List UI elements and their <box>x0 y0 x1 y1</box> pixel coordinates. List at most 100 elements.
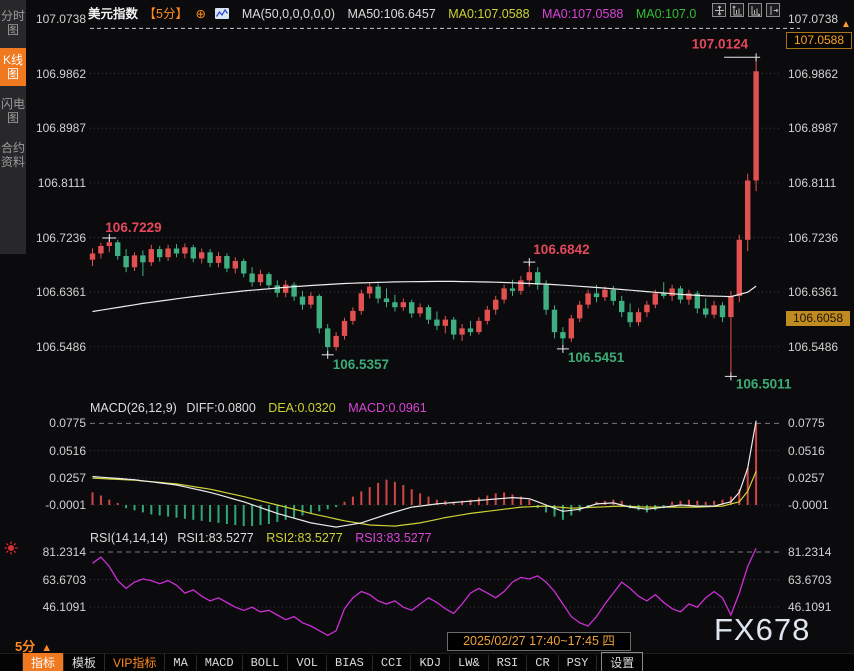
main-axis-tick-right: 106.8111 <box>788 175 837 190</box>
rsi-header: RSI(14,14,14) RSI1:83.5277 RSI2:83.5277 … <box>90 531 441 545</box>
tab-kdj[interactable]: KDJ <box>411 654 451 671</box>
tab-boll[interactable]: BOLL <box>243 654 289 671</box>
main-axis-tick-left: 106.8987 <box>35 121 86 136</box>
price-annotation: 106.5451 <box>556 344 625 365</box>
macd-axis-tick-left: 0.0257 <box>49 470 86 485</box>
reference-price-tag: 106.6058 <box>786 311 850 326</box>
macd-value: MACD:0.0961 <box>348 401 427 415</box>
pan-icon[interactable] <box>712 3 726 17</box>
price-up-arrow-icon: ▲ <box>841 19 851 30</box>
main-axis-tick-left: 106.8111 <box>37 175 86 190</box>
price-annotation: 106.5011 <box>724 372 792 391</box>
circle-plus-icon[interactable]: ⊕ <box>195 7 206 21</box>
panel-settings-icon[interactable] <box>4 541 18 560</box>
rsi-axis-tick-left: 63.6703 <box>42 572 86 587</box>
rsi2-value: RSI2:83.5277 <box>266 531 343 545</box>
tab-vip-indicator[interactable]: VIP指标 <box>105 653 166 671</box>
macd-histogram <box>91 422 758 527</box>
macd-axis-tick-left: -0.0001 <box>45 498 86 513</box>
period-up-arrow-icon: ▲ <box>41 642 53 654</box>
rsi-axis-tick-left: 81.2314 <box>42 545 86 559</box>
macd-axis-tick-right: -0.0001 <box>788 498 829 513</box>
price-annotation: 106.5357 <box>321 350 389 372</box>
tab-cr[interactable]: CR <box>527 654 559 671</box>
macd-axis-tick-right: 0.0775 <box>788 416 825 431</box>
main-axis-tick-left: 106.5486 <box>35 339 86 354</box>
current-price-tag: 107.0588 <box>786 32 852 49</box>
annotation-high-label: 107.0124 <box>692 36 749 51</box>
ma50-value: MA50:106.6457 <box>347 7 436 21</box>
rsi-axis-tick-right: 63.6703 <box>788 572 832 587</box>
ma0-magenta-value: MA0:107.0588 <box>542 7 624 21</box>
indicator-tabbar: 指标 模板 VIP指标 MA MACD BOLL VOL BIAS CCI KD… <box>0 652 854 671</box>
tab-psy[interactable]: PSY <box>559 654 598 671</box>
fx678-watermark: FX678 <box>714 612 811 647</box>
macd-header: MACD(26,12,9) DIFF:0.0800 DEA:0.0320 MAC… <box>90 401 436 415</box>
chart-header: 美元指数 【5分】 ⊕ MA(50,0,0,0,0,0) MA50:106.64… <box>88 3 705 22</box>
sidebar-item-kline-chart[interactable]: K线图 <box>0 48 26 86</box>
main-axis-tick-left: 107.0738 <box>35 12 86 26</box>
macd-diff-line <box>92 420 757 528</box>
sidebar-item-time-chart[interactable]: 分时图 <box>0 9 25 37</box>
macd-axis-tick-left: 0.0516 <box>49 443 86 458</box>
main-axis-tick-left: 106.7236 <box>35 230 86 245</box>
candlestick-series <box>89 57 759 377</box>
macd-axis-tick-right: 0.0257 <box>788 470 825 485</box>
annotation-low-label: 106.5011 <box>736 376 792 391</box>
ma0-yellow-value: MA0:107.0588 <box>448 7 530 21</box>
macd-dea-value: DEA:0.0320 <box>268 401 336 415</box>
price-annotation: 106.6842 <box>523 242 590 267</box>
rsi-axis-tick-right: 46.1091 <box>788 600 832 614</box>
annotation-low-label: 106.5357 <box>333 357 389 372</box>
footer-period[interactable]: 5分 ▲ <box>15 639 53 654</box>
price-annotation: 106.7229 <box>102 220 162 242</box>
main-axis-tick-right: 106.7236 <box>788 230 839 245</box>
scale-x-icon[interactable] <box>748 3 762 17</box>
tab-rsi[interactable]: RSI <box>489 654 528 671</box>
tab-cci[interactable]: CCI <box>373 654 412 671</box>
rsi3-value: RSI3:83.5277 <box>355 531 432 545</box>
main-axis-tick-right: 106.9862 <box>788 66 839 81</box>
tab-lw[interactable]: LW& <box>450 654 489 671</box>
main-axis-tick-right: 106.5486 <box>788 339 839 354</box>
chart-toolbar <box>712 3 780 17</box>
period-tag: 【5分】 <box>143 7 188 21</box>
main-axis-tick-right: 106.8987 <box>788 121 839 136</box>
tab-ma[interactable]: MA <box>165 654 197 671</box>
annotation-low-label: 106.5451 <box>568 350 625 365</box>
ma-formula: MA(50,0,0,0,0,0) <box>241 7 335 21</box>
tab-bias[interactable]: BIAS <box>327 654 373 671</box>
scale-y-icon[interactable] <box>730 3 744 17</box>
rsi-formula: RSI(14,14,14) <box>90 531 168 545</box>
main-axis-tick-left: 106.6361 <box>35 285 86 300</box>
expand-pane-icon[interactable] <box>766 3 780 17</box>
sidebar: 分时图 K线图 闪电图 合约资料 <box>0 0 26 254</box>
macd-axis-tick-right: 0.0516 <box>788 443 825 458</box>
sidebar-item-lightning-chart[interactable]: 闪电图 <box>0 97 25 125</box>
macd-formula: MACD(26,12,9) <box>90 401 177 415</box>
main-axis-tick-right: 107.0738 <box>788 12 839 26</box>
rsi1-value: RSI1:83.5277 <box>177 531 254 545</box>
rsi-axis-tick-right: 81.2314 <box>788 545 832 559</box>
rsi-axis-tick-left: 46.1091 <box>42 600 86 614</box>
ma50-line <box>92 280 757 313</box>
rsi-line <box>92 548 757 637</box>
ma0-green-value: MA0:107.0 <box>635 7 697 21</box>
mini-chart-icon <box>215 8 230 22</box>
annotation-high-label: 106.7229 <box>105 220 161 235</box>
macd-diff-value: DIFF:0.0800 <box>186 401 256 415</box>
tab-template[interactable]: 模板 <box>64 653 106 671</box>
sidebar-item-contract-info[interactable]: 合约资料 <box>0 141 25 169</box>
tab-vol[interactable]: VOL <box>288 654 328 671</box>
annotation-high-label: 106.6842 <box>533 242 589 257</box>
instrument-title: 美元指数 <box>88 7 139 21</box>
price-annotation: 107.0124 <box>692 36 761 62</box>
main-axis-tick-left: 106.9862 <box>35 66 86 81</box>
tab-macd[interactable]: MACD <box>197 654 243 671</box>
tab-settings[interactable]: 设置 <box>601 652 644 671</box>
macd-dea-line <box>92 471 757 527</box>
macd-axis-tick-left: 0.0775 <box>49 416 86 431</box>
tab-indicator[interactable]: 指标 <box>22 653 65 671</box>
